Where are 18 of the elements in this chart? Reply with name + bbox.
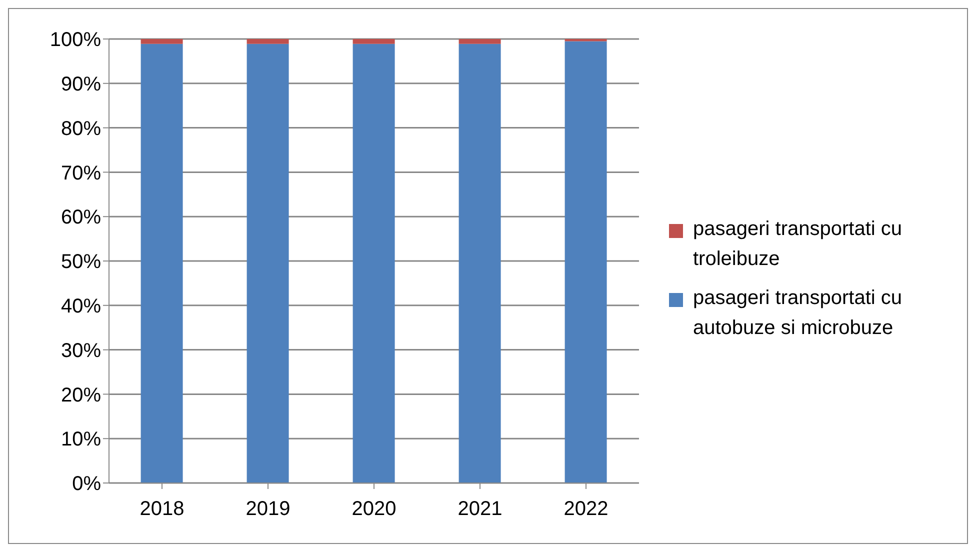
y-tick-label: 40%	[60, 296, 102, 318]
y-tick-label: 90%	[60, 74, 102, 96]
x-tick-label: 2018	[140, 498, 184, 520]
y-tick-label: 60%	[60, 206, 102, 229]
x-tick-label: 2019	[246, 498, 290, 520]
y-tick-label: 80%	[60, 118, 102, 140]
legend-label: pasageri transportati cu autobuze si microbuze	[693, 286, 904, 341]
y-tick-label: 20%	[60, 384, 102, 406]
y-tick-label: 50%	[60, 251, 102, 274]
legend-label: pasageri transportati cu troleibuze	[693, 217, 904, 272]
y-tick-label: 70%	[60, 162, 102, 184]
y-tick-label: 100%	[50, 29, 102, 52]
y-tick-label: 30%	[60, 340, 102, 362]
y-tick-label: 0%	[72, 473, 102, 496]
y-tick-label: 10%	[60, 428, 102, 451]
x-tick-label: 2020	[352, 498, 396, 520]
x-tick-label: 2021	[458, 498, 502, 520]
x-tick-label: 2022	[564, 498, 608, 520]
